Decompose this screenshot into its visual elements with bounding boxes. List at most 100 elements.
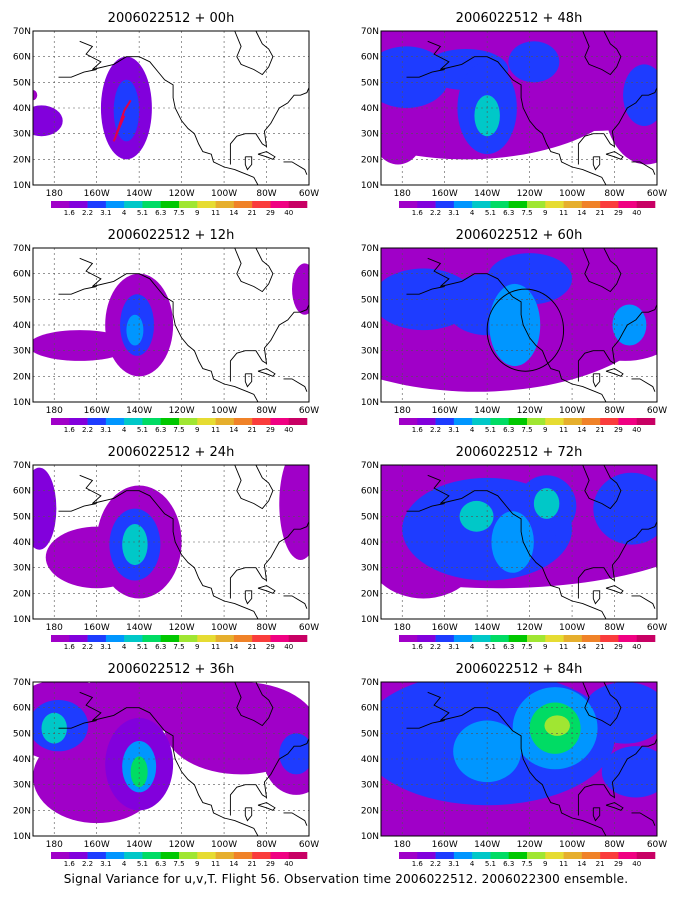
coastline (283, 595, 308, 609)
colorbar-swatch (545, 635, 564, 642)
target-circle (486, 288, 565, 372)
colorbar-label: 4 (470, 426, 475, 434)
lat-tick-label: 60N (13, 53, 31, 63)
lat-tick-label: 30N (361, 564, 379, 574)
colorbar-swatch (270, 418, 290, 425)
colorbar-label: 9 (543, 643, 547, 651)
colorbar-swatch (581, 418, 601, 425)
lat-tick-label: 60N (13, 270, 31, 280)
lat-tick-label: 60N (13, 487, 31, 497)
colorbar-swatch (490, 852, 510, 859)
coastline (577, 304, 657, 382)
colorbar-swatch (618, 201, 638, 208)
colorbar-swatch (527, 201, 546, 208)
lat-tick-label: 50N (13, 729, 31, 739)
colorbar-swatch (600, 201, 619, 208)
coastline (234, 465, 274, 510)
colorbar-swatch (105, 635, 125, 642)
coastline (406, 286, 445, 295)
colorbar-label: 1.6 (412, 860, 424, 868)
lon-tick-label: 80W (256, 840, 276, 850)
variance-contour (33, 467, 57, 550)
colorbar-label: 21 (596, 209, 605, 217)
lon-tick-label: 160W (84, 840, 110, 850)
colorbar-swatch (636, 852, 656, 859)
colorbar-label: 14 (577, 209, 586, 217)
lon-tick-label: 180 (394, 406, 411, 416)
variance-contour (508, 41, 560, 83)
lon-tick-label: 80W (256, 406, 276, 416)
lon-tick-label: 160W (84, 623, 110, 633)
colorbar-label: 2.2 (82, 860, 93, 868)
colorbar-label: 3.1 (100, 643, 111, 651)
lon-tick-label: 120W (169, 840, 195, 850)
colorbar-swatch (399, 418, 418, 425)
colorbar-label: 14 (229, 209, 238, 217)
colorbar-swatch (399, 635, 418, 642)
colorbar-swatch (563, 418, 583, 425)
colorbar-label: 40 (632, 209, 641, 217)
colorbar-swatch (69, 418, 88, 425)
colorbar-label: 1.6 (412, 643, 424, 651)
flight-track (112, 99, 132, 142)
map-panel-36h: 2006022512 + 36h 70N 60N 50N 40N 30N 20N 10N 180… (13, 662, 319, 868)
lon-tick-label: 120W (517, 840, 543, 850)
colorbar-swatch (197, 418, 216, 425)
colorbar-swatch (417, 635, 436, 642)
variance-contour (474, 95, 500, 137)
coastline (58, 503, 97, 512)
colorbar-label: 5.1 (137, 426, 148, 434)
lon-tick-label: 60W (647, 840, 667, 850)
colorbar-swatch (435, 201, 455, 208)
colorbar-swatch (508, 201, 528, 208)
colorbar-swatch (453, 201, 473, 208)
panel-title: 2006022512 + 12h (108, 228, 235, 243)
coastline (79, 474, 259, 619)
colorbar-label: 7.5 (173, 860, 184, 868)
colorbar-swatch (435, 852, 455, 859)
variance-contour (33, 90, 38, 101)
colorbar-swatch (51, 852, 70, 859)
colorbar-swatch (618, 852, 638, 859)
lon-tick-label: 180 (394, 189, 411, 199)
colorbar-swatch (270, 852, 290, 859)
lon-tick-label: 100W (211, 623, 237, 633)
colorbar-swatch (51, 635, 70, 642)
map-panel-84h: 2006022512 + 84h 70N 60N 50N 40N 30N 20N 10N 180… (361, 662, 667, 868)
lon-tick-label: 160W (84, 189, 110, 199)
lat-tick-label: 50N (361, 729, 379, 739)
lon-tick-label: 140W (126, 406, 152, 416)
colorbar-label: 2.2 (82, 643, 93, 651)
colorbar-swatch (435, 635, 455, 642)
colorbar-label: 14 (229, 860, 238, 868)
colorbar-label: 14 (577, 860, 586, 868)
colorbar-swatch (636, 201, 656, 208)
lon-tick-label: 80W (256, 189, 276, 199)
lon-tick-label: 60W (299, 189, 319, 199)
colorbar: 1.6 2.2 3.1 4 5.1 6.3 7.5 9 11 14 21 29 40 (399, 201, 656, 217)
lat-tick-label: 40N (361, 321, 379, 331)
coastline (427, 474, 607, 619)
colorbar-swatch (581, 201, 601, 208)
colorbar-swatch (636, 418, 656, 425)
coastline (229, 521, 309, 599)
lat-tick-label: 10N (13, 181, 31, 191)
lat-tick-label: 10N (13, 832, 31, 842)
colorbar-label: 29 (266, 860, 275, 868)
colorbar-swatch (563, 852, 583, 859)
lon-tick-label: 60W (647, 623, 667, 633)
lon-tick-label: 60W (647, 406, 667, 416)
variance-contour (623, 64, 657, 126)
coastline (79, 40, 259, 185)
colorbar-swatch (581, 635, 601, 642)
coastline (244, 807, 253, 822)
lon-tick-label: 160W (432, 840, 458, 850)
colorbar-swatch (160, 201, 180, 208)
colorbar-label: 2.2 (430, 209, 441, 217)
colorbar-swatch (563, 201, 583, 208)
colorbar-label: 1.6 (64, 209, 76, 217)
map-panel-0h: 2006022512 + 00h 70N 60N 50N 40N 30N 20N 10N 180… (13, 11, 319, 217)
colorbar-swatch (563, 635, 583, 642)
variance-contour (612, 304, 647, 346)
